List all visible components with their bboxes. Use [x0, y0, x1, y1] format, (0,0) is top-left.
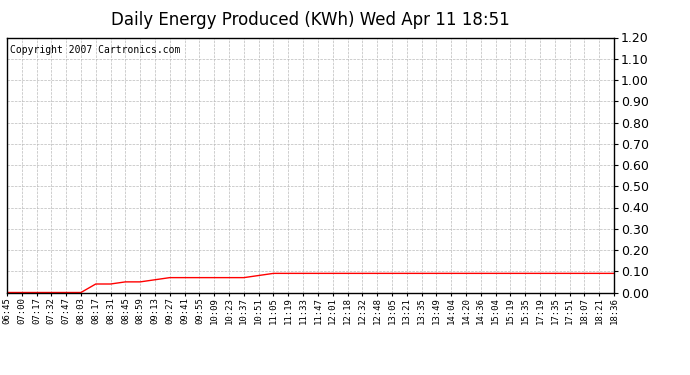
- Text: Copyright 2007 Cartronics.com: Copyright 2007 Cartronics.com: [10, 45, 180, 55]
- Text: Daily Energy Produced (KWh) Wed Apr 11 18:51: Daily Energy Produced (KWh) Wed Apr 11 1…: [111, 11, 510, 29]
